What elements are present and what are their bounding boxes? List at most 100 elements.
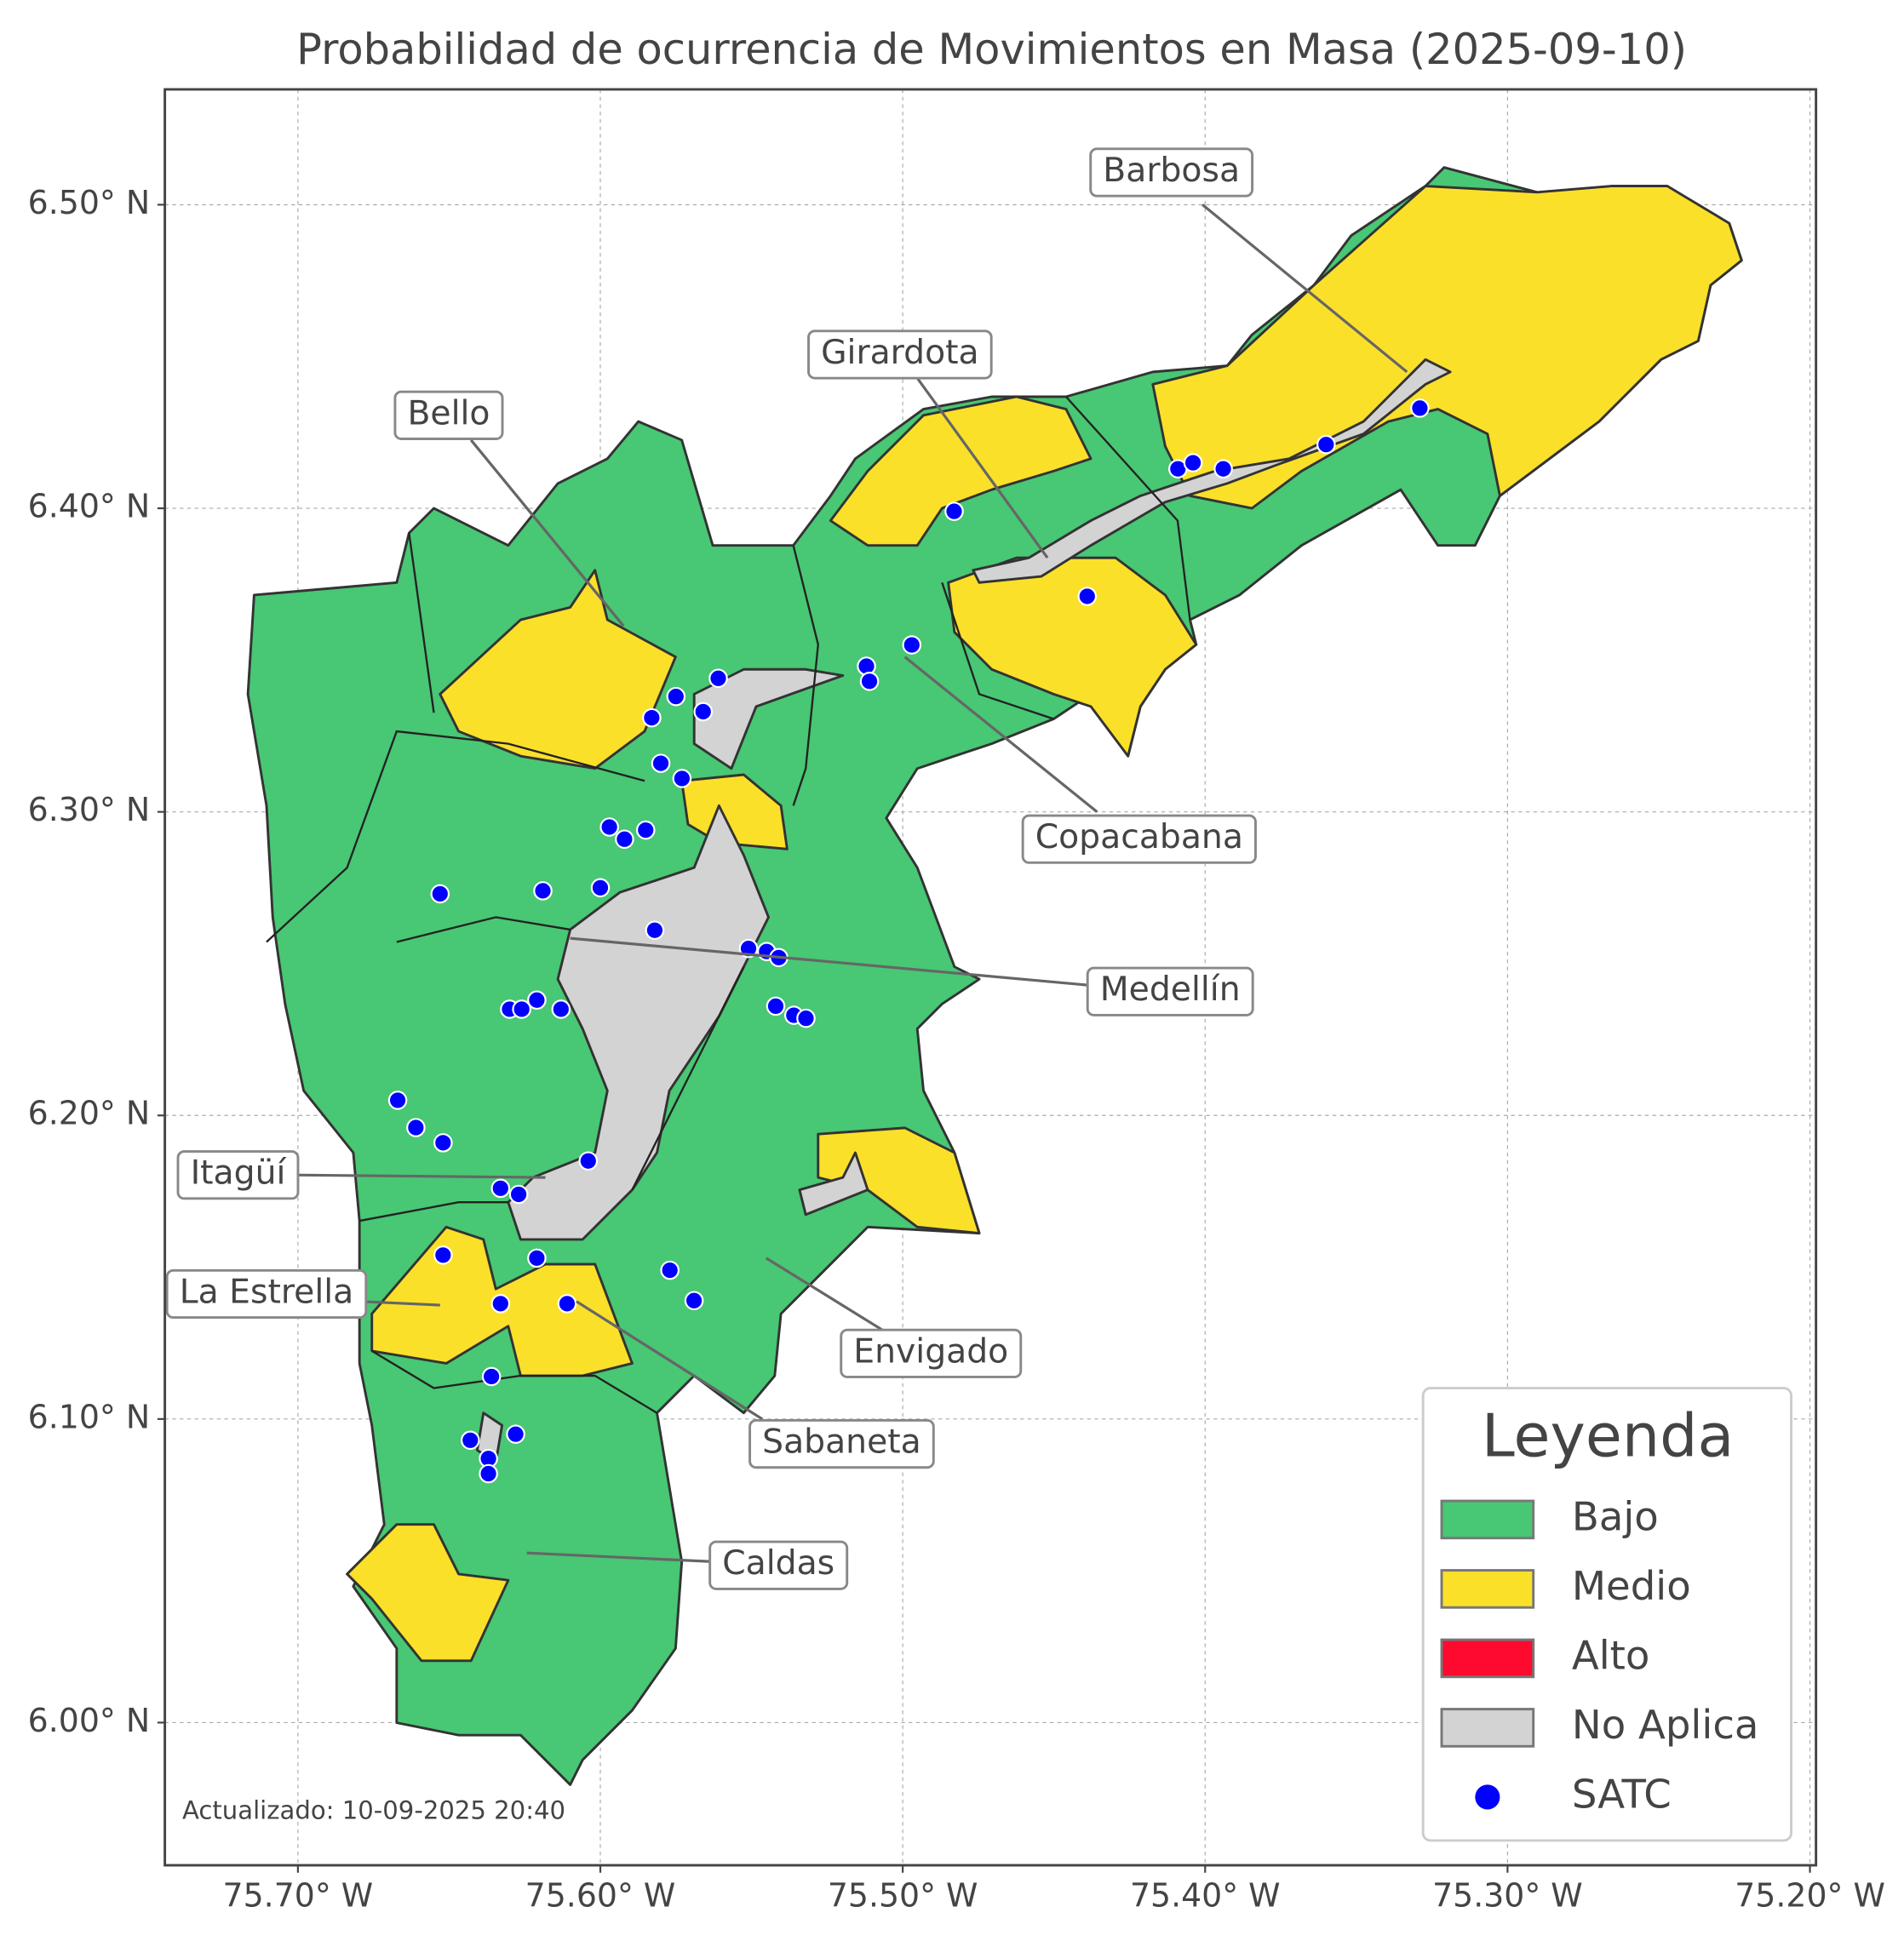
y-tick-label: 6.40° N bbox=[28, 488, 150, 525]
y-tick-label: 6.10° N bbox=[28, 1398, 150, 1435]
satc-point bbox=[433, 1133, 453, 1153]
annotations bbox=[291, 203, 1408, 1563]
satc-point bbox=[527, 990, 547, 1011]
satc-point bbox=[766, 996, 786, 1016]
annotation-label: Sabaneta bbox=[762, 1423, 921, 1462]
legend-swatch bbox=[1440, 1569, 1535, 1609]
satc-point bbox=[944, 501, 964, 521]
map-title: Probabilidad de ocurrencia de Movimiento… bbox=[296, 25, 1687, 74]
y-tick-label: 6.20° N bbox=[28, 1095, 150, 1132]
legend-swatch bbox=[1440, 1708, 1535, 1748]
satc-point bbox=[461, 1430, 480, 1451]
legend-title: Leyenda bbox=[1482, 1402, 1734, 1471]
satc-point bbox=[508, 1184, 529, 1205]
satc-point bbox=[666, 686, 686, 707]
region-medio bbox=[947, 556, 1198, 758]
annotation-label: Barbosa bbox=[1103, 152, 1240, 190]
region-no-aplica bbox=[692, 667, 845, 770]
satc-point bbox=[1183, 453, 1203, 472]
region-medio bbox=[1151, 185, 1743, 510]
legend-label: SATC bbox=[1572, 1771, 1672, 1817]
satc-point bbox=[490, 1178, 511, 1199]
annotation-label: Bello bbox=[407, 394, 490, 432]
municipal-boundary bbox=[266, 730, 645, 943]
municipal-boundary bbox=[1065, 396, 1191, 621]
annotation-label: La Estrella bbox=[180, 1273, 354, 1311]
annotation-box bbox=[393, 390, 504, 440]
region-no-aplica bbox=[798, 1151, 869, 1217]
annotation-arrow bbox=[359, 1300, 440, 1307]
region-medio bbox=[439, 569, 677, 770]
annotation-box bbox=[1089, 147, 1254, 198]
satc-point bbox=[387, 1091, 408, 1110]
satc-point bbox=[902, 635, 922, 655]
legend: Leyenda Bajo Medio Alto No Aplica SATC bbox=[1421, 1387, 1792, 1842]
annotation-arrow bbox=[291, 1173, 546, 1179]
annotation-box bbox=[748, 1418, 935, 1469]
annotation-arrow bbox=[903, 656, 1098, 813]
satc-point bbox=[433, 1245, 453, 1265]
legend-swatch bbox=[1440, 1499, 1535, 1540]
annotation-arrow bbox=[765, 1257, 887, 1334]
municipal-boundary bbox=[408, 532, 435, 713]
annotation-box bbox=[807, 329, 993, 380]
satc-point bbox=[551, 999, 571, 1019]
satc-point bbox=[481, 1366, 502, 1387]
satc-point bbox=[1077, 587, 1098, 606]
region-medio bbox=[829, 395, 1093, 547]
y-tick-label: 6.50° N bbox=[28, 184, 150, 221]
y-tick-label: 6.30° N bbox=[28, 791, 150, 828]
satc-point bbox=[490, 1294, 511, 1314]
annotation-arrow bbox=[1201, 203, 1408, 374]
annotation-label: Copacabana bbox=[1035, 818, 1243, 856]
region-medio bbox=[346, 1523, 510, 1663]
satc-point bbox=[672, 769, 692, 788]
y-tick-label: 6.00° N bbox=[28, 1702, 150, 1739]
satc-point bbox=[651, 753, 671, 773]
municipal-boundary bbox=[396, 916, 571, 943]
annotation-arrow bbox=[526, 1551, 714, 1563]
municipal-boundary bbox=[371, 1349, 658, 1414]
annotation-arrow bbox=[570, 936, 1092, 988]
annotation-box bbox=[840, 1328, 1023, 1378]
annotation-label: Envigado bbox=[853, 1332, 1008, 1371]
footer: Actualizado: 10-09-2025 20:40 bbox=[182, 1795, 565, 1824]
x-tick-label: 75.70° W bbox=[223, 1876, 374, 1914]
x-tick-label: 75.40° W bbox=[1130, 1876, 1281, 1914]
annotation-label: Itagüí bbox=[191, 1154, 287, 1193]
satc-point bbox=[660, 1260, 680, 1280]
satc-point bbox=[1316, 434, 1336, 455]
satc-point bbox=[693, 701, 714, 722]
legend-label: Medio bbox=[1572, 1563, 1691, 1609]
satc-point bbox=[1213, 459, 1233, 478]
satc-point bbox=[479, 1463, 498, 1484]
satc-point bbox=[1410, 398, 1430, 418]
legend-swatch bbox=[1440, 1638, 1535, 1679]
ticks: 75.70° W 75.60° W 75.50° W 75.40° W 75.30° W… bbox=[28, 184, 1885, 1914]
satc-point bbox=[859, 672, 880, 691]
annotation-arrow bbox=[469, 438, 625, 627]
satc-point bbox=[512, 999, 531, 1019]
plot-frame bbox=[163, 88, 1818, 1867]
satc-point bbox=[557, 1294, 577, 1314]
satc-point bbox=[615, 829, 634, 850]
satc-point bbox=[684, 1291, 704, 1311]
satc-point bbox=[406, 1118, 426, 1137]
annotation-labels: Barbosa Girardota Bello Copacabana Medellín I… bbox=[165, 147, 1257, 1590]
x-tick-label: 75.50° W bbox=[828, 1876, 978, 1914]
region-medio bbox=[817, 1126, 981, 1235]
satc-point bbox=[708, 668, 728, 689]
satc-point bbox=[578, 1151, 599, 1171]
satc-point bbox=[796, 1008, 816, 1028]
annotation-arrow bbox=[915, 377, 1049, 559]
annotation-box bbox=[708, 1540, 849, 1590]
annotation-arrow bbox=[576, 1300, 764, 1421]
annotation-box bbox=[1021, 814, 1257, 864]
satc-point bbox=[645, 920, 665, 941]
annotation-label: Girardota bbox=[821, 334, 979, 372]
municipal-boundary bbox=[792, 545, 819, 806]
satc-point bbox=[635, 820, 656, 840]
legend-label: Bajo bbox=[1572, 1493, 1659, 1539]
legend-label: No Aplica bbox=[1572, 1702, 1759, 1748]
